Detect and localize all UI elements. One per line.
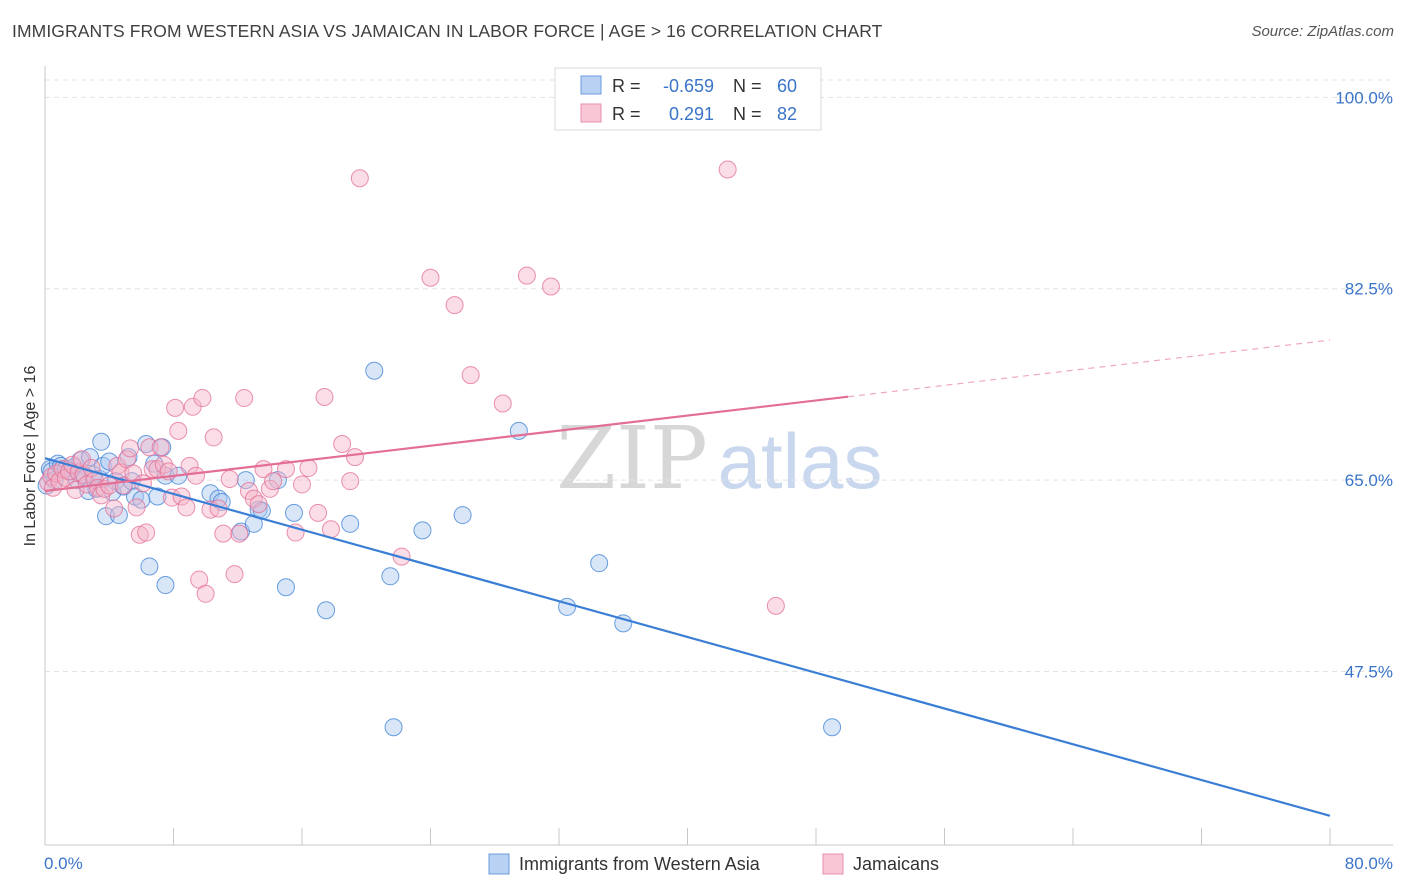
stats-n-value-pink: 82 — [777, 104, 797, 124]
jamaicans-point-53 — [225, 565, 244, 584]
stats-r-label-blue: R = — [612, 76, 641, 96]
jamaicans-point-57 — [244, 489, 263, 508]
jamaicans-point-49 — [204, 428, 223, 447]
stats-n-label-blue: N = — [733, 76, 762, 96]
jamaicans-point-46 — [193, 389, 212, 408]
legend-label-western-asia: Immigrants from Western Asia — [519, 854, 761, 874]
jamaicans-point-79 — [541, 277, 560, 296]
y-tick-label-0: 100.0% — [1335, 88, 1393, 107]
jamaicans-point-39 — [169, 421, 188, 440]
jamaicans-point-62 — [276, 460, 295, 479]
western-asia-point-48 — [341, 514, 360, 533]
y-axis-label: In Labor Force | Age > 16 — [22, 366, 39, 547]
western-asia-point-49 — [365, 361, 384, 380]
jamaicans-point-80 — [718, 160, 737, 179]
watermark: ZIP atlas — [556, 409, 882, 509]
y-tick-label-1: 82.5% — [1345, 280, 1393, 299]
jamaicans-point-20 — [105, 499, 124, 518]
jamaicans-point-69 — [333, 434, 352, 453]
y-tick-labels: 100.0% 82.5% 65.0% 47.5% — [1335, 88, 1393, 681]
western-asia-point-47 — [317, 601, 336, 620]
legend-swatch-western-asia — [488, 853, 510, 875]
stats-legend-box: R = -0.659 N = 60 R = 0.291 N = 82 — [554, 67, 822, 131]
jamaicans-point-51 — [214, 524, 233, 543]
western-asia-point-58 — [823, 718, 842, 737]
jamaicans-point-2 — [44, 478, 63, 497]
y-tick-label-2: 65.0% — [1345, 471, 1393, 490]
western-asia-point-57 — [614, 614, 633, 633]
jamaicans-point-74 — [421, 268, 440, 287]
jamaicans-point-70 — [341, 472, 360, 491]
jamaicans-point-65 — [299, 459, 318, 478]
western-asia-point-51 — [384, 718, 403, 737]
jamaicans-point-52 — [220, 469, 239, 488]
watermark-zip: ZIP — [556, 409, 708, 509]
western-asia-point-20 — [100, 452, 119, 471]
jamaicans-point-76 — [461, 366, 480, 385]
trend-lines — [44, 339, 1331, 817]
western-asia-trend-line — [44, 457, 1331, 817]
western-asia-point-59 — [156, 576, 175, 595]
western-asia-point-56 — [590, 554, 609, 573]
stats-swatch-pink — [580, 103, 602, 123]
jamaicans-point-41 — [177, 498, 196, 517]
western-asia-point-46 — [284, 503, 303, 522]
jamaicans-trend-line — [44, 395, 849, 493]
stats-n-value-blue: 60 — [777, 76, 797, 96]
source-label: Source: ZipAtlas.com — [1251, 23, 1394, 40]
stats-r-label-pink: R = — [612, 104, 641, 124]
jamaicans-trend-extension — [848, 339, 1331, 398]
western-asia-point-17 — [92, 432, 111, 451]
stats-swatch-blue — [580, 75, 602, 95]
western-asia-point-50 — [381, 567, 400, 586]
x-tick-label-min: 0.0% — [44, 854, 83, 873]
western-asia-point-53 — [453, 506, 472, 525]
jamaicans-point-47 — [196, 584, 215, 603]
jamaicans-point-71 — [346, 448, 365, 467]
chart-title: IMMIGRANTS FROM WESTERN ASIA VS JAMAICAN… — [12, 21, 883, 41]
jamaicans-point-75 — [445, 296, 464, 315]
jamaicans-point-72 — [350, 169, 369, 188]
jamaicans-point-61 — [264, 472, 283, 491]
jamaicans-point-25 — [121, 439, 140, 458]
jamaicans-point-58 — [249, 495, 268, 514]
western-asia-point-30 — [140, 557, 159, 576]
western-asia-point-45 — [276, 578, 295, 597]
watermark-atlas: atlas — [718, 417, 883, 505]
stats-n-label-pink: N = — [733, 104, 762, 124]
series-legend: Immigrants from Western Asia Jamaicans — [488, 853, 939, 875]
western-asia-point-52 — [413, 521, 432, 540]
jamaicans-point-54 — [230, 524, 249, 543]
jamaicans-point-34 — [151, 438, 170, 457]
jamaicans-point-77 — [493, 394, 512, 413]
jamaicans-point-30 — [137, 523, 156, 542]
jamaicans-point-64 — [293, 475, 311, 494]
jamaicans-point-9 — [66, 480, 85, 499]
legend-swatch-jamaicans — [822, 853, 844, 875]
y-tick-label-3: 47.5% — [1345, 662, 1393, 681]
jamaicans-point-55 — [235, 389, 254, 408]
stats-r-value-pink: 0.291 — [669, 104, 714, 124]
x-tick-label-max: 80.0% — [1345, 854, 1393, 873]
jamaicans-point-38 — [166, 398, 185, 417]
jamaicans-point-28 — [130, 525, 149, 544]
jamaicans-point-81 — [766, 596, 785, 615]
western-asia-point-32 — [148, 487, 167, 506]
jamaicans-point-78 — [517, 266, 536, 285]
jamaicans-point-44 — [186, 466, 205, 485]
series-jamaicans-points — [39, 160, 785, 615]
jamaicans-point-67 — [315, 387, 334, 406]
western-asia-point-40 — [236, 471, 255, 490]
stats-r-value-blue: -0.659 — [663, 76, 714, 96]
jamaicans-point-66 — [309, 503, 328, 522]
legend-label-jamaicans: Jamaicans — [853, 854, 939, 874]
axes — [44, 66, 1393, 846]
jamaicans-point-27 — [127, 498, 146, 517]
